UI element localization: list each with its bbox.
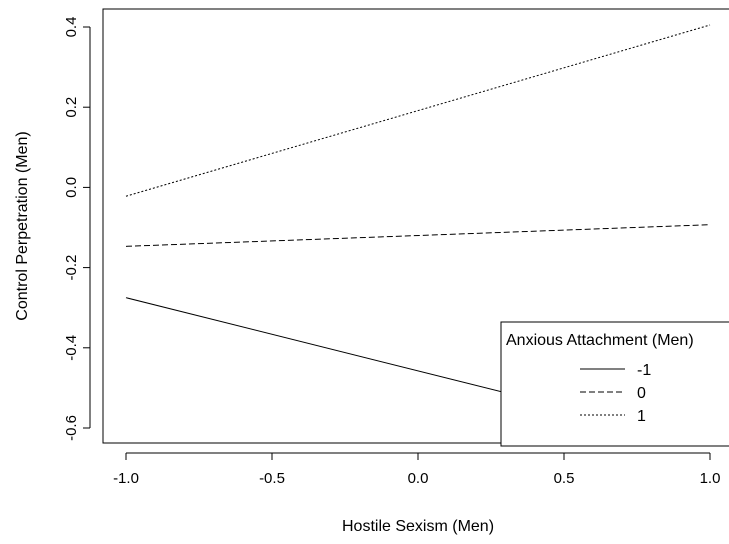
y-tick-label: -0.4 [63, 335, 80, 361]
legend-box [500, 321, 729, 447]
y-tick-label: 0.0 [63, 177, 80, 198]
x-tick-label: -0.5 [259, 470, 285, 487]
y-axis-title: Control Perpetration (Men) [14, 131, 31, 320]
y-tick-label: -0.2 [63, 255, 80, 281]
legend-label: 0 [637, 385, 646, 402]
series-line-dashed [125, 224, 711, 247]
legend-label: 1 [637, 408, 646, 425]
legend-label: -1 [637, 362, 651, 379]
x-tick-label: -1.0 [113, 470, 139, 487]
x-tick-label: 0.5 [554, 470, 575, 487]
x-axis-title: Hostile Sexism (Men) [342, 518, 494, 535]
x-tick-label: 1.0 [700, 470, 721, 487]
y-tick-label: 0.4 [63, 17, 80, 38]
y-tick-label: 0.2 [63, 97, 80, 118]
x-tick-label: 0.0 [408, 470, 429, 487]
legend-entries: -1 0 1 [580, 362, 651, 425]
axes: -1.0 -0.5 0.0 0.5 1.0 -0.6 -0.4 -0.2 0.0 0.2 0.4 [63, 17, 720, 487]
legend-title: Anxious Attachment (Men) [506, 332, 694, 349]
y-tick-label: -0.6 [63, 415, 80, 441]
series-line-dotted [125, 24, 711, 197]
plot-frame [102, 8, 729, 444]
legend: Anxious Attachment (Men) -1 0 1 [500, 321, 729, 447]
